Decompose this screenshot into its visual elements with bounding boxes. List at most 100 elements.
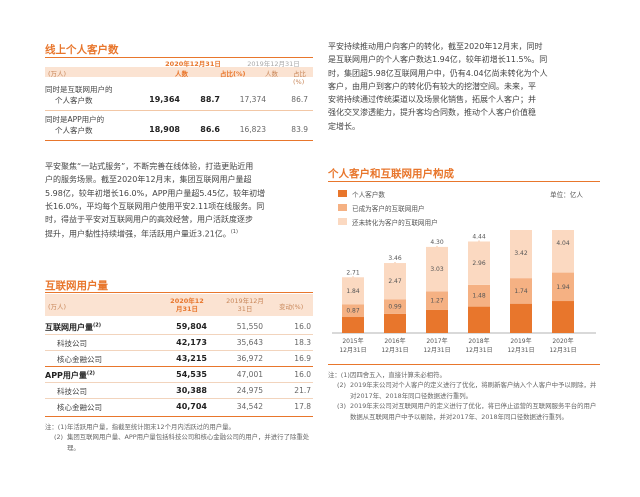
internet-row-v2019: 35,643 [236,338,263,347]
x-tick-label-date: 12月31日 [381,347,408,354]
internet-row-v2019: 36,972 [236,354,263,363]
retail-sub-pct-2020: 占比(%) [220,70,246,78]
internet-row-divider [45,382,313,383]
x-tick-label-date: 12月31日 [423,347,450,354]
internet-header-bar: (万人) 2020年12月31日 2019年12月31日 变动(%) [45,294,313,316]
retail-row-divider [45,110,313,111]
internet-table-row: 核心金融公司 43,215 36,972 16.9 [45,351,313,367]
internet-row-v2020: 54,535 [176,370,207,379]
internet-row-label: 核心金融公司 [57,402,102,413]
internet-col-2019: 2019年12月31日 [226,297,264,313]
chart-note-2-num: (2) [337,381,347,390]
left-paragraph: 平安聚焦“一站式服务”，不断完善在线体验，打造更贴近用 户的服务场景。截至202… [45,160,317,241]
bar-segment-2 [342,304,364,318]
legend-swatch-customers [338,190,347,197]
bar-segment-2 [510,278,532,304]
internet-note-2-text: 集团互联网用户量、APP用户量包括科技公司和核心金融公司的用户，并进行了除重处理… [67,433,310,452]
retail-sub-people-2020: 人数 [175,70,188,78]
bar-segment-2 [552,272,574,302]
internet-row-label-text: 科技公司 [57,387,87,396]
right-paragraph: 平安持续推动用户向客户的转化，截至2020年12月末，同时 是互联网用户的个人客… [328,40,600,133]
internet-row-v2020: 59,804 [176,322,207,331]
retail-row-1-v2019: 17,374 [239,95,266,104]
internet-title-rule [45,292,313,293]
internet-note-1: 注：(1) 年活跃用户量，指截至统计期末12个月内活跃过的用户量。 [45,422,317,432]
retail-table-title: 线上个人客户数 [45,44,119,56]
internet-row-v2019: 24,975 [236,386,263,395]
chart-note-3-text: 2019年末公司对互联网用户的定义进行了优化，将已停止运营的互联网服务平台的用户… [350,402,597,421]
right-para-line-2: 是互联网用户的个人客户数达1.94亿，较年初增长11.5%。同 [328,55,548,65]
bar-value-label: 1.94 [556,284,570,291]
internet-row-v2020: 30,388 [176,386,207,395]
bar-segment-3 [468,241,490,285]
internet-unit: (万人) [48,303,67,311]
retail-row-2-v2019: 16,823 [239,125,266,134]
bar-segment-2 [384,299,406,314]
chart-bottom-rule [328,364,600,365]
internet-row-v2019: 47,001 [236,370,263,379]
internet-table-title: 互联网用户量 [45,280,108,292]
left-para-line-1: 平安聚焦“一站式服务”，不断完善在线体验，打造更贴近用 [45,162,254,171]
x-tick-label-date: 12月31日 [507,347,534,354]
retail-row-1-label: 同时是互联网用户的 个人客户数 [45,84,113,106]
internet-row-v2019: 34,542 [236,402,263,411]
x-tick-label-year: 2020年 [552,337,573,345]
bar-value-label: 1.48 [472,293,486,300]
retail-col-2019: 2019年12月31日 [247,60,300,68]
internet-note-1-num: 注：(1) [45,423,67,431]
chart-title-rule [328,181,600,182]
internet-row-label-text: 互联网用户量 [45,323,93,332]
legend-swatch-unconverted-users [338,218,347,225]
retail-sub-people-2019: 人数 [265,70,278,78]
internet-note-2: (2) 集团互联网用户量、APP用户量包括科技公司和核心金融公司的用户，并进行了… [45,432,317,453]
chart-note-1: 注：(1) 因四舍五入，直接计算未必相符。 [328,370,600,380]
bar-value-label: 1.27 [430,298,444,305]
bar-value-label: 4.04 [556,240,570,247]
bar-total-label: 4.30 [430,239,444,246]
retail-row-2-p2020: 86.6 [200,125,220,134]
chart-note-1-num: 注：(1) [328,371,350,379]
retail-table-bottom-rule [45,140,313,141]
internet-row-chg: 18.3 [294,338,311,347]
right-para-line-5: 安将持续通过传统渠道以及场景化销售，拓展个人客户；并 [328,95,536,105]
internet-note-2-num: (2) [54,433,64,442]
bar-segment-3 [426,246,448,292]
right-para-line-4: 客户，由用户到客户的转化仍有较大的挖潜空间。未来，平 [328,81,536,91]
internet-row-footnote-mark: (2) [86,370,95,377]
legend-swatch-converted-users [338,204,347,211]
retail-col-2020: 2020年12月31日 [165,60,221,68]
internet-table-row: 科技公司 30,388 24,975 21.7 [45,383,313,399]
bar-value-label: 0.87 [346,308,360,315]
chart-note-3: (3) 2019年末公司对互联网用户的定义进行了优化，将已停止运营的互联网服务平… [328,401,600,422]
internet-table-row: APP用户量(2) 54,535 47,001 16.0 [45,367,313,383]
legend-label-converted-users: 已成为客户的互联网用户 [352,205,425,213]
bar-value-label: 1.84 [346,288,360,295]
left-para-line-6-text: 提升，用户黏性持续增强，年活跃用户量近3.21亿。 [45,230,231,240]
internet-table-row: 科技公司 42,173 35,643 18.3 [45,335,313,351]
internet-row-label: 核心金融公司 [57,354,102,365]
internet-row-divider [45,334,313,335]
internet-row-label-text: 核心金融公司 [57,403,102,412]
bar-segment-1 [552,301,574,333]
internet-row-label: 科技公司 [57,386,87,397]
x-tick-label-date: 12月31日 [465,347,492,354]
internet-row-chg: 16.0 [294,322,311,331]
bar-value-label: 2.47 [388,278,402,285]
retail-unit: (万人) [48,70,67,78]
internet-row-label-text: 核心金融公司 [57,355,102,364]
left-para-line-2: 户的服务场景。截至2020年12月末，集团互联网用户量超 [45,175,252,185]
chart-unit: 单位：亿人 [550,191,583,199]
internet-row-divider [45,398,313,399]
retail-title-rule [45,57,313,58]
internet-notes: 注：(1) 年活跃用户量，指截至统计期末12个月内活跃过的用户量。 (2) 集团… [45,422,317,453]
retail-row-2-v2020: 18,908 [149,125,180,134]
bar-segment-1 [384,313,406,333]
retail-row-2-label-line1: 同时是APP用户的 [45,115,105,124]
retail-row-1-p2019: 86.7 [291,95,308,104]
retail-row-1-label-line2: 个人客户数 [55,96,93,105]
left-para-line-6: 提升，用户黏性持续增强，年活跃用户量近3.21亿。(1) [45,226,317,241]
bar-value-label: 0.99 [388,304,402,311]
x-tick-label-year: 2015年 [342,337,363,345]
left-para-line-4: 长16.0%，平均每个互联网用户使用平安2.11项在线服务。同 [45,201,265,211]
bar-value-label: 3.42 [514,250,528,257]
